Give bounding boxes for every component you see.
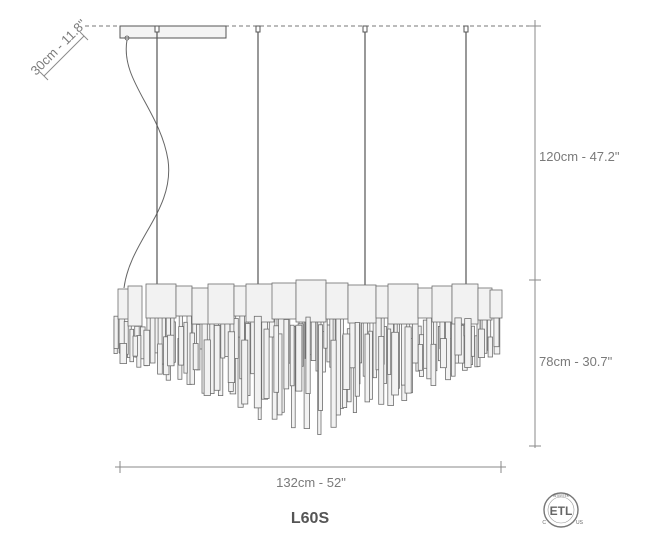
crystal-rod bbox=[454, 317, 462, 356]
etl-us-mark: US bbox=[576, 520, 584, 526]
crystal-rod bbox=[119, 343, 127, 364]
height-dimensions: 120cm - 47.2" 78cm - 30.7" bbox=[529, 20, 620, 448]
crystal-rod bbox=[283, 319, 290, 390]
crystal-rod bbox=[192, 343, 199, 371]
crystal-rod bbox=[417, 343, 423, 371]
crystal-rod bbox=[464, 318, 472, 368]
crystal-rod bbox=[127, 285, 143, 327]
crystal-rod bbox=[354, 321, 360, 397]
crystal-rod bbox=[404, 326, 412, 394]
crystal-rod bbox=[191, 287, 211, 325]
crystal-rod bbox=[305, 316, 311, 395]
canopy-depth-label: 30cm - 11.8" bbox=[28, 16, 90, 78]
ceiling-canopy bbox=[119, 25, 227, 39]
width-label: 132cm - 52" bbox=[276, 475, 346, 490]
crystal-rod bbox=[271, 282, 297, 320]
cable-clamp-icon bbox=[463, 25, 469, 33]
crystal-rod bbox=[295, 279, 327, 323]
crystal-rod bbox=[430, 343, 437, 386]
crystal-rod bbox=[378, 335, 385, 405]
crystal-rod bbox=[387, 328, 392, 375]
body-height-label: 78cm - 30.7" bbox=[539, 354, 613, 369]
crystal-rod bbox=[253, 315, 262, 409]
crystal-rod bbox=[143, 329, 150, 366]
power-cord bbox=[123, 39, 170, 289]
crystal-rod bbox=[241, 339, 249, 405]
crystal-rod bbox=[213, 324, 221, 391]
crystal-rod bbox=[387, 283, 419, 325]
crystal-rod bbox=[489, 289, 503, 319]
crystal-rod bbox=[203, 339, 211, 396]
crystal-rod bbox=[178, 326, 184, 366]
etl-certification-icon: ETL C US INTERTEK bbox=[542, 492, 584, 528]
crystal-rod bbox=[347, 284, 377, 324]
cable-clamp-icon bbox=[362, 25, 368, 33]
crystal-rod bbox=[487, 336, 493, 358]
crystal-rod bbox=[145, 283, 177, 319]
crystal-rod bbox=[431, 285, 453, 323]
crystal-rod bbox=[157, 343, 163, 375]
crystal-rod bbox=[391, 331, 399, 396]
crystal-rod bbox=[349, 318, 356, 369]
crystal-rod bbox=[289, 324, 295, 387]
crystal-rod bbox=[317, 324, 323, 411]
crystal-rod bbox=[364, 333, 370, 403]
crystal-rod bbox=[478, 328, 485, 359]
width-dimension: 132cm - 52" bbox=[115, 461, 506, 490]
crystal-rod bbox=[295, 324, 303, 392]
crystal-rod bbox=[132, 335, 138, 357]
canopy-depth-dimension: 30cm - 11.8" bbox=[28, 16, 90, 81]
crystal-rod bbox=[227, 331, 235, 383]
crystal-rod bbox=[263, 328, 270, 399]
cable-clamp-icon bbox=[154, 25, 160, 33]
etl-ring-text: INTERTEK bbox=[553, 494, 570, 498]
crystal-rod bbox=[175, 285, 193, 317]
suspension-height-label: 120cm - 47.2" bbox=[539, 149, 620, 164]
suspension-cables bbox=[154, 25, 469, 286]
crystal-rod bbox=[167, 334, 175, 367]
crystal-rod bbox=[113, 315, 119, 350]
crystal-rod bbox=[330, 339, 337, 428]
crystal-rod bbox=[325, 282, 349, 320]
crystal-rod bbox=[207, 283, 235, 325]
crystal-rod bbox=[342, 333, 351, 390]
crystal-rod bbox=[470, 325, 475, 357]
crystal-rod bbox=[335, 312, 341, 416]
crystal-rod bbox=[273, 325, 279, 393]
etl-c-mark: C bbox=[542, 520, 546, 526]
model-name: L60S bbox=[291, 510, 330, 527]
cable-clamp-icon bbox=[255, 25, 261, 33]
crystal-body bbox=[113, 279, 503, 435]
etl-mark-text: ETL bbox=[550, 504, 573, 518]
crystal-rod bbox=[439, 338, 447, 369]
crystal-rod bbox=[183, 321, 188, 374]
